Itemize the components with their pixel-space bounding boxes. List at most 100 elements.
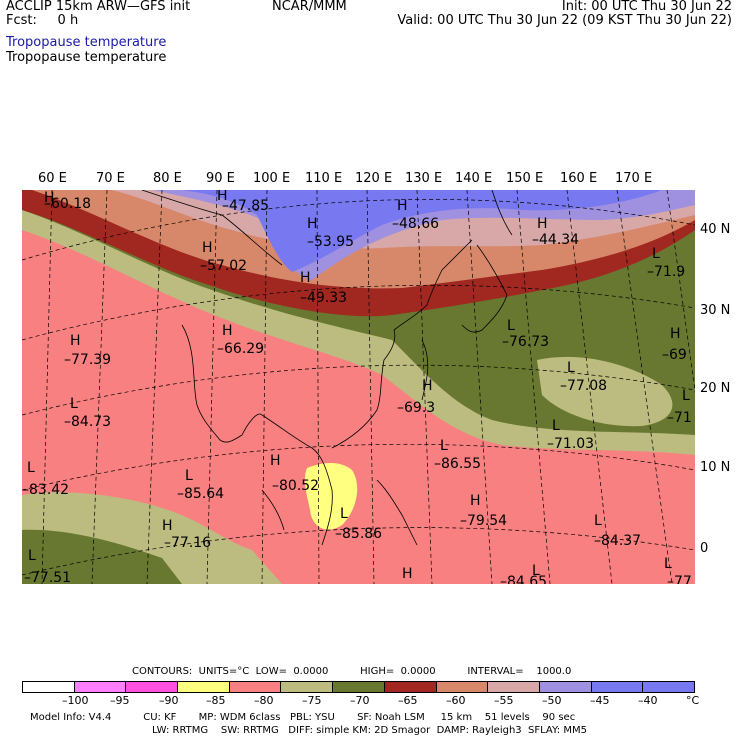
sf-scheme: SF: Noah LSM [357, 712, 425, 723]
annotation-value: –86.55 [434, 456, 481, 472]
init-time: Init: 00 UTC Thu 30 Jun 22 [561, 0, 732, 14]
annotation-value: –83.42 [22, 482, 69, 498]
legend-tick: –85 [206, 694, 226, 707]
contours-label: CONTOURS: [132, 666, 193, 677]
fill-band-minus70-sw [22, 529, 182, 584]
annotation-kind: L [185, 468, 193, 484]
annotation-value: –77.39 [64, 352, 111, 368]
diff-scheme: DIFF: simple [288, 725, 350, 736]
lon-label: 140 E [455, 171, 493, 186]
legend-swatch [591, 682, 644, 692]
lon-label: 90 E [206, 171, 235, 186]
annotation-kind: L [28, 548, 36, 564]
legend-swatch [384, 682, 437, 692]
annotation-value: –53.95 [307, 234, 354, 250]
lon-label: 150 E [506, 171, 544, 186]
lon-label: 70 E [96, 171, 125, 186]
annotation-value: –71 [667, 410, 692, 426]
legend-tick: –50 [542, 694, 562, 707]
lon-label: 60 E [38, 171, 67, 186]
legend-swatch [126, 682, 179, 692]
lw-scheme: LW: RRTMG [152, 725, 209, 736]
lat-label: 30 N [700, 303, 731, 318]
levels: 51 levels [484, 712, 530, 723]
legend-tick: –80 [254, 694, 274, 707]
fill-band-minus90 [304, 463, 358, 530]
lon-label: 110 E [305, 171, 343, 186]
legend-tick: –75 [302, 694, 322, 707]
annotation-kind: L [552, 418, 560, 434]
annotation-kind: L [567, 360, 575, 376]
annotation-layer: H –60.18 H –47.85 H –53.95 H –48.66 H –4… [22, 190, 692, 584]
annotation-value: –60.18 [44, 196, 91, 212]
mp-scheme: MP: WDM 6class [198, 712, 281, 723]
annotation-kind: L [532, 563, 540, 579]
legend-tick: –55 [494, 694, 514, 707]
lon-label: 160 E [560, 171, 598, 186]
tropopause-temperature-map: H –60.18 H –47.85 H –53.95 H –48.66 H –4… [22, 190, 695, 584]
annotation-kind: L [664, 556, 672, 572]
legend-swatch [229, 682, 282, 692]
annotation-value: –76.73 [502, 334, 549, 350]
graticule [22, 190, 695, 584]
legend-swatch [436, 682, 489, 692]
annotation-kind: H [222, 323, 233, 339]
legend-swatch [74, 682, 127, 692]
legend-tick: –90 [159, 694, 179, 707]
contours-interval: INTERVAL= 1000.0 [467, 666, 572, 677]
annotation-value: –66.29 [217, 341, 264, 357]
fill-band-minus75-inner [537, 356, 673, 427]
annotation-value: –71.03 [547, 436, 594, 452]
model-info-line1: Model Info: V4.4 CU: KF MP: WDM 6class P… [30, 712, 575, 723]
run-title: ACCLIP 15km ARW—GFS init [6, 0, 191, 14]
lon-label: 120 E [355, 171, 393, 186]
annotation-value: –84.37 [594, 533, 641, 549]
legend-tick: –95 [110, 694, 130, 707]
resolution: 15 km [440, 712, 473, 723]
annotation-kind: L [682, 388, 690, 404]
fill-band-minus45 [182, 190, 662, 272]
legend-swatch [23, 682, 75, 692]
lon-label: 170 E [615, 171, 653, 186]
legend-swatch [178, 682, 230, 692]
lat-label: 0 [700, 541, 709, 556]
sflay-scheme: SFLAY: MM5 [528, 725, 587, 736]
annotation-value: –49.33 [300, 290, 347, 306]
annotation-kind: H [402, 566, 413, 582]
lon-label: 80 E [153, 171, 182, 186]
header-title-block: ACCLIP 15km ARW—GFS init Fcst: 0 h [6, 0, 190, 28]
legend-tick: –45 [590, 694, 610, 707]
lon-label: 100 E [253, 171, 291, 186]
legend-swatch [333, 682, 385, 692]
annotation-kind: L [340, 506, 348, 522]
annotation-value: –85.86 [335, 526, 382, 542]
lat-label: 10 N [700, 460, 731, 475]
annotation-value: –77.08 [560, 378, 607, 394]
km-scheme: KM: 2D Smagor [352, 725, 431, 736]
legend-swatch [488, 682, 540, 692]
legend-swatch [643, 682, 694, 692]
legend-tick: –65 [398, 694, 418, 707]
valid-time: Valid: 00 UTC Thu 30 Jun 22 (09 KST Thu … [397, 13, 732, 28]
lon-label: 130 E [405, 171, 443, 186]
model-version: Model Info: V4.4 [30, 712, 112, 723]
annotation-kind: H [537, 216, 548, 232]
annotation-value: –77 [667, 574, 692, 584]
contours-high: HIGH= 0.0000 [360, 666, 436, 677]
annotation-kind: L [70, 396, 78, 412]
field-title-2: Tropopause temperature [6, 50, 167, 65]
annotation-kind: H [470, 493, 481, 509]
legend-unit: °C [686, 694, 700, 707]
legend-swatch [539, 682, 592, 692]
damp-scheme: DAMP: Rayleigh3 [436, 725, 522, 736]
legend-tick: –70 [350, 694, 370, 707]
annotation-value: –69.3 [397, 400, 435, 416]
lat-label: 40 N [700, 222, 731, 237]
center-label: NCAR/MMM [272, 0, 347, 14]
legend-tick: –60 [446, 694, 466, 707]
annotation-value: –77.16 [164, 535, 211, 551]
pbl-scheme: PBL: YSU [290, 712, 335, 723]
annotation-value: –80.52 [272, 478, 319, 494]
color-legend [22, 681, 695, 693]
annotation-value: –85.64 [177, 486, 224, 502]
